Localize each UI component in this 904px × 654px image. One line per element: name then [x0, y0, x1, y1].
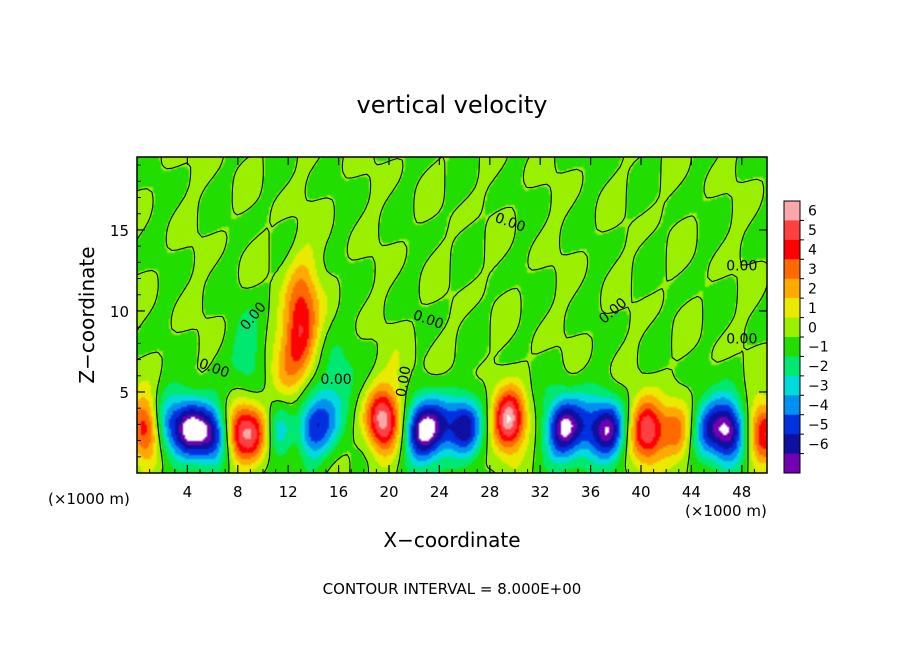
y-axis-label: Z−coordinate — [75, 246, 99, 383]
contour-label: 0.00 — [320, 372, 351, 388]
colorbar-label: −6 — [808, 437, 829, 453]
colorbar-swatch — [784, 356, 800, 377]
colorbar-swatch — [784, 395, 800, 416]
y-tick-label: 5 — [119, 384, 129, 402]
x-axis: 4 8 12 16 20 24 28 32 36 40 44 48 — [149, 157, 755, 501]
colorbar-label: −1 — [808, 340, 829, 356]
x-tick-label: 8 — [233, 483, 243, 501]
colorbar-swatch — [784, 414, 800, 435]
y-tick-label: 10 — [110, 303, 129, 321]
colorbar-label: −3 — [808, 379, 829, 395]
colorbar-label: 6 — [808, 204, 817, 220]
colorbar-label: −2 — [808, 359, 829, 375]
colorbar-label: −5 — [808, 417, 829, 433]
colorbar-swatch — [784, 317, 800, 338]
colorbar-label: 3 — [808, 262, 817, 278]
colorbar-label: −4 — [808, 398, 829, 414]
colorbar-label: 1 — [808, 301, 817, 317]
x-tick-label: 4 — [183, 483, 193, 501]
zero-contour-line — [136, 156, 768, 474]
colorbar-swatch — [784, 453, 800, 474]
x-tick-label: 40 — [631, 483, 650, 501]
x-unit-right: (×1000 m) — [685, 502, 767, 520]
x-tick-label: 12 — [279, 483, 298, 501]
x-axis-label: X−coordinate — [383, 528, 520, 552]
x-tick-label: 48 — [732, 483, 751, 501]
y-axis: 5 10 15 — [110, 164, 767, 458]
colorbar-swatch — [784, 375, 800, 396]
colorbar-label: 4 — [808, 243, 817, 259]
colorbar: 6 5 4 3 2 1 0 −1 −2 −3 −4 −5 −6 — [783, 200, 829, 474]
contour-interval-note: CONTOUR INTERVAL = 8.000E+00 — [323, 580, 582, 598]
zero-contours — [136, 156, 768, 474]
contour-label: 0.00 — [393, 365, 414, 398]
contour-label: 0.00 — [726, 331, 757, 347]
colorbar-swatch — [784, 434, 800, 455]
colorbar-swatch — [784, 201, 800, 221]
x-tick-label: 28 — [480, 483, 499, 501]
colorbar-label: 2 — [808, 281, 817, 297]
y-tick-label: 15 — [110, 222, 129, 240]
colorbar-swatch — [784, 259, 800, 280]
colorbar-swatch — [784, 239, 800, 260]
x-tick-label: 32 — [531, 483, 550, 501]
colorbar-swatch — [784, 278, 800, 299]
colorbar-label: 5 — [808, 223, 817, 239]
colorbar-swatch — [784, 298, 800, 319]
colorbar-swatch — [784, 220, 800, 241]
x-tick-label: 44 — [682, 483, 701, 501]
contour-label: 0.00 — [726, 258, 757, 274]
x-tick-label: 16 — [329, 483, 348, 501]
colorbar-label: 0 — [808, 320, 817, 336]
x-tick-label: 24 — [430, 483, 449, 501]
velocity-field — [137, 157, 767, 473]
colorbar-swatch — [784, 337, 800, 357]
x-tick-label: 20 — [379, 483, 398, 501]
chart-title: vertical velocity — [357, 91, 548, 119]
x-tick-label: 36 — [581, 483, 600, 501]
x-unit-left: (×1000 m) — [48, 490, 130, 508]
